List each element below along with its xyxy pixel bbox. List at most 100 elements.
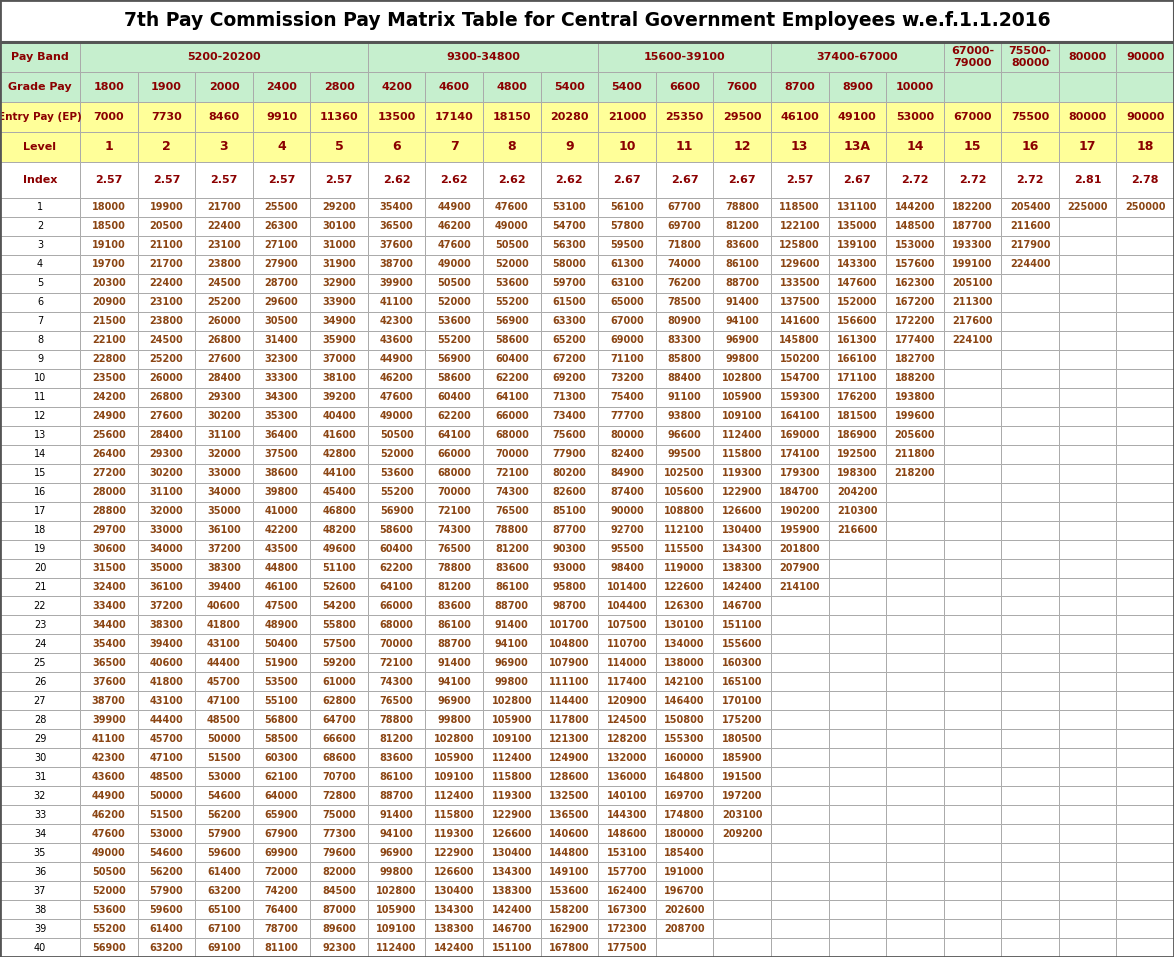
Text: 129600: 129600 — [780, 259, 819, 270]
Text: 36: 36 — [34, 867, 46, 877]
Bar — [1059, 691, 1116, 710]
Text: 172300: 172300 — [607, 924, 647, 933]
Text: 81200: 81200 — [495, 544, 528, 554]
Text: 115800: 115800 — [434, 810, 474, 820]
Text: 63100: 63100 — [610, 278, 643, 288]
Bar — [656, 426, 714, 445]
Bar — [483, 862, 541, 881]
Text: 47600: 47600 — [380, 392, 413, 402]
Bar — [1059, 521, 1116, 540]
Text: 81200: 81200 — [379, 734, 413, 744]
Bar — [80, 331, 137, 350]
Bar — [1116, 805, 1174, 824]
Bar — [80, 236, 137, 255]
Bar — [483, 331, 541, 350]
Bar — [1059, 72, 1116, 102]
Bar — [0, 255, 80, 274]
Bar — [367, 521, 425, 540]
Text: 109100: 109100 — [434, 771, 474, 782]
Bar — [252, 559, 310, 577]
Text: 122600: 122600 — [664, 582, 704, 592]
Bar — [310, 426, 367, 445]
Bar — [1116, 501, 1174, 521]
Text: 25500: 25500 — [264, 203, 298, 212]
Bar — [1001, 919, 1059, 938]
Text: 69900: 69900 — [264, 848, 298, 857]
Bar — [252, 350, 310, 368]
Bar — [483, 501, 541, 521]
Bar — [541, 274, 599, 293]
Bar — [886, 787, 944, 805]
Text: 169700: 169700 — [664, 790, 704, 801]
Text: 203100: 203100 — [722, 810, 762, 820]
Text: 47100: 47100 — [207, 696, 241, 706]
Text: 214100: 214100 — [780, 582, 819, 592]
Bar — [425, 102, 483, 132]
Text: 22800: 22800 — [92, 354, 126, 365]
Bar — [714, 787, 771, 805]
Text: 56800: 56800 — [264, 715, 298, 724]
Text: 22: 22 — [34, 601, 46, 611]
Bar — [195, 805, 252, 824]
Bar — [944, 710, 1001, 729]
Text: 122900: 122900 — [492, 810, 532, 820]
Bar — [656, 787, 714, 805]
Bar — [886, 673, 944, 691]
Text: 146400: 146400 — [664, 696, 704, 706]
Bar — [944, 787, 1001, 805]
Text: 78800: 78800 — [379, 715, 413, 724]
Text: 88700: 88700 — [495, 601, 528, 611]
Text: 112400: 112400 — [492, 753, 532, 763]
Bar — [483, 388, 541, 407]
Text: 54200: 54200 — [322, 601, 356, 611]
Bar — [137, 710, 195, 729]
Bar — [195, 881, 252, 901]
Text: 65000: 65000 — [610, 298, 643, 307]
Bar — [829, 729, 886, 748]
Text: 5: 5 — [335, 141, 344, 153]
Text: 70000: 70000 — [380, 639, 413, 649]
Text: 216600: 216600 — [837, 525, 878, 535]
Text: 61400: 61400 — [149, 924, 183, 933]
Bar — [829, 445, 886, 463]
Text: 65200: 65200 — [553, 335, 586, 345]
Bar — [1116, 615, 1174, 634]
Text: 144800: 144800 — [549, 848, 589, 857]
Text: 61300: 61300 — [610, 259, 643, 270]
Text: 69200: 69200 — [553, 373, 586, 383]
Text: 46200: 46200 — [438, 221, 471, 232]
Bar — [195, 445, 252, 463]
Bar — [80, 198, 137, 217]
Text: 2.62: 2.62 — [498, 175, 526, 185]
Bar — [310, 577, 367, 596]
Text: 31900: 31900 — [322, 259, 356, 270]
Text: 174800: 174800 — [664, 810, 704, 820]
Bar — [1116, 445, 1174, 463]
Bar — [944, 748, 1001, 768]
Bar — [425, 673, 483, 691]
Text: 20: 20 — [34, 563, 46, 573]
Bar — [0, 293, 80, 312]
Bar — [310, 805, 367, 824]
Text: 83600: 83600 — [438, 601, 471, 611]
Text: 71800: 71800 — [668, 240, 702, 251]
Bar — [1116, 255, 1174, 274]
Bar — [310, 824, 367, 843]
Text: 90000: 90000 — [610, 506, 643, 516]
Bar — [829, 368, 886, 388]
Bar — [0, 881, 80, 901]
Text: 44900: 44900 — [380, 354, 413, 365]
Text: 96900: 96900 — [438, 696, 471, 706]
Text: 167200: 167200 — [895, 298, 936, 307]
Text: 170100: 170100 — [722, 696, 762, 706]
Text: 26000: 26000 — [149, 373, 183, 383]
Text: 49000: 49000 — [438, 259, 471, 270]
Bar — [1001, 482, 1059, 501]
Bar — [599, 350, 656, 368]
Bar — [944, 162, 1001, 198]
Bar — [656, 919, 714, 938]
Text: 27200: 27200 — [92, 468, 126, 478]
Bar — [367, 463, 425, 482]
Bar — [656, 368, 714, 388]
Bar — [886, 615, 944, 634]
